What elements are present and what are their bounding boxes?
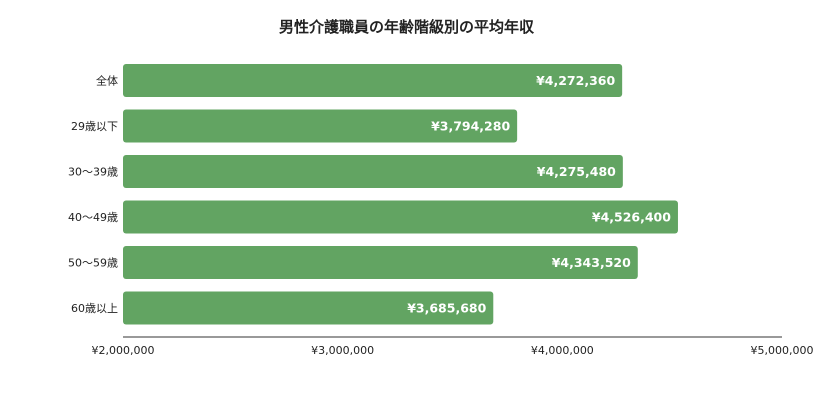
bar-value-label-1: ¥3,794,280 <box>431 119 510 134</box>
bar-2 <box>123 155 623 188</box>
bar-4 <box>123 246 638 279</box>
bar-5 <box>123 291 494 325</box>
bar-value-label-0: ¥4,272,360 <box>536 73 615 88</box>
category-label-2: 30〜39歳 <box>68 166 118 179</box>
bar-value-label-3: ¥4,526,400 <box>592 210 671 225</box>
category-label-5: 60歳以上 <box>71 302 118 315</box>
x-tick-label-1: ¥3,000,000 <box>311 344 374 357</box>
bar-1 <box>123 109 518 143</box>
bar-value-label-5: ¥3,685,680 <box>407 301 486 316</box>
bar-value-label-2: ¥4,275,480 <box>537 164 616 179</box>
category-label-1: 29歳以下 <box>71 120 118 133</box>
x-tick-label-2: ¥4,000,000 <box>531 344 594 357</box>
category-label-4: 50〜59歳 <box>68 257 118 270</box>
bar-0 <box>123 64 623 97</box>
x-tick-label-0: ¥2,000,000 <box>92 344 155 357</box>
category-label-3: 40〜49歳 <box>68 211 118 224</box>
x-tick-label-3: ¥5,000,000 <box>751 344 813 357</box>
chart-title: 男性介護職員の年齢階級別の平均年収 <box>278 18 534 36</box>
bar-value-label-4: ¥4,343,520 <box>552 255 631 270</box>
category-label-0: 全体 <box>96 74 118 88</box>
bar-3 <box>123 200 678 234</box>
